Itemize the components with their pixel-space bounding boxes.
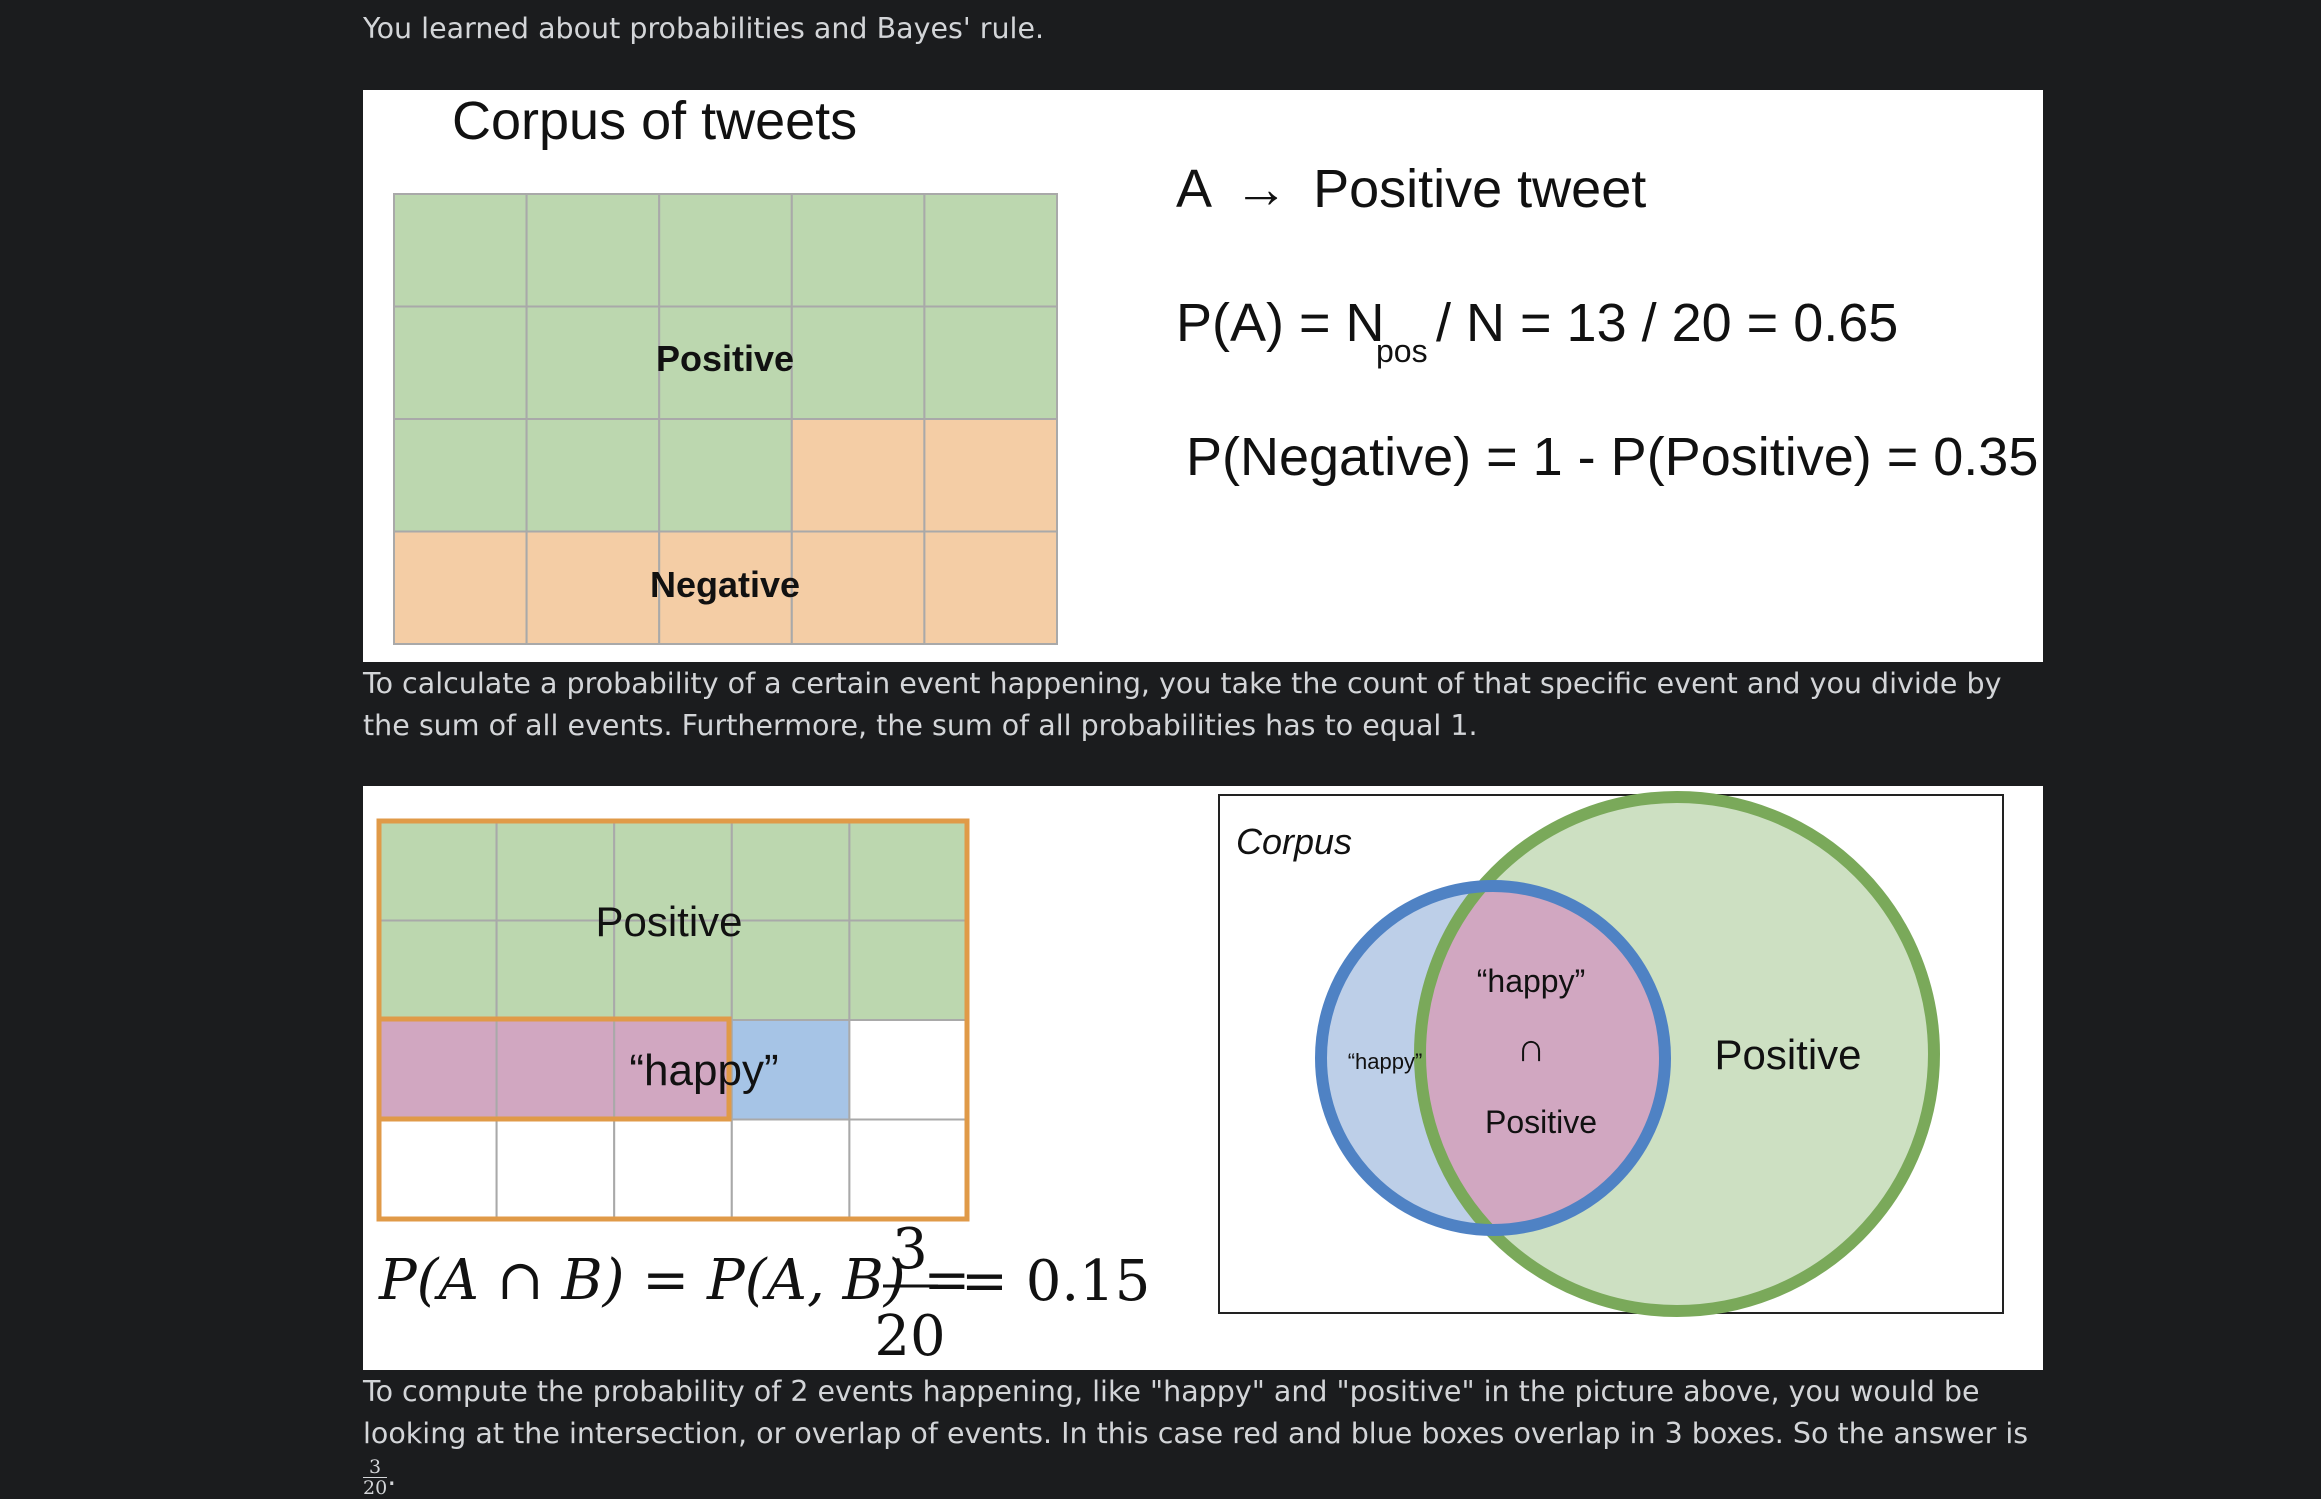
other-tweet-cell <box>378 1118 498 1220</box>
positive-tweet-cell <box>658 305 793 420</box>
negative-tweet-cell <box>790 530 926 645</box>
tweet-grid <box>393 193 1059 645</box>
positive-tweet-cell <box>495 919 616 1021</box>
joint-formula-denominator: 20 <box>874 1304 945 1369</box>
positive-tweet-cell <box>525 193 661 308</box>
venn-happy-label: “happy” <box>1477 963 1586 999</box>
corpus-probability-svg: Corpus of tweets Positive Negative A → P… <box>393 91 2038 645</box>
pa-formula-prefix: P(A) = N <box>1176 293 1385 353</box>
negative-tweet-cell <box>658 530 793 645</box>
grid2-label-happy: “happy” <box>629 1046 778 1095</box>
joint-formula-rhs: = 0.15 <box>961 1249 1150 1314</box>
pa-formula: P(A) = N <box>1176 293 1385 353</box>
event-meaning: Positive tweet <box>1313 159 1646 219</box>
venn-happy-small-label: “happy” <box>1348 1049 1423 1074</box>
venn-corpus-label: Corpus <box>1236 821 1352 862</box>
pa-formula-subscript: pos <box>1376 333 1428 369</box>
grid2-label-positive: Positive <box>595 898 742 945</box>
positive-tweet-cell <box>923 193 1059 308</box>
joint-probability-explanation: To compute the probability of 2 events h… <box>363 1371 2043 1498</box>
positive-tweet-cell <box>393 418 528 533</box>
positive-tweet-cell <box>658 418 793 533</box>
pnegative-formula: P(Negative) = 1 - P(Positive) = 0.35 <box>1186 427 2038 487</box>
negative-tweet-cell <box>393 530 528 645</box>
intro-paragraph: You learned about probabilities and Baye… <box>363 12 1045 45</box>
corpus-probability-figure: Corpus of tweets Positive Negative A → P… <box>363 90 2043 662</box>
negative-tweet-cell <box>923 530 1059 645</box>
positive-tweet-cell <box>848 820 968 922</box>
happy-ring <box>1315 880 1671 1236</box>
negative-tweet-cell <box>790 418 926 533</box>
positive-ring <box>1414 791 1940 1317</box>
grid-label-negative: Negative <box>650 564 800 605</box>
slide1-title: Corpus of tweets <box>452 91 857 151</box>
positive-tweet-cell <box>378 820 498 922</box>
positive-tweet-cell <box>658 193 793 308</box>
pa-formula-suffix: / N = 13 / 20 = 0.65 <box>1436 293 1898 353</box>
positive-tweet-cell <box>848 919 968 1021</box>
other-tweet-cell <box>848 1019 968 1121</box>
positive-tweet-cell <box>393 305 528 420</box>
joint-probability-figure: Positive “happy” P(A ∩ B) = P(A, B) = 3 … <box>363 786 2043 1370</box>
grid-label-positive: Positive <box>656 338 794 379</box>
joint-probability-svg: Positive “happy” P(A ∩ B) = P(A, B) = 3 … <box>376 791 2004 1369</box>
joint-text-after: . <box>387 1459 397 1492</box>
event-symbol: A <box>1176 159 1212 219</box>
positive-tweet-cell <box>393 193 528 308</box>
answer-fraction: 3 20 <box>363 1455 388 1499</box>
positive-tweet-cell <box>923 305 1059 420</box>
happy-positive-cell <box>378 1019 498 1121</box>
probability-explanation: To calculate a probability of a certain … <box>363 667 2002 742</box>
other-tweet-cell <box>848 1118 968 1220</box>
happy-positive-cell <box>495 1019 616 1121</box>
answer-fraction-denominator: 20 <box>363 1476 388 1499</box>
positive-tweet-cell <box>378 919 498 1021</box>
venn-positive-label: Positive <box>1714 1031 1861 1078</box>
other-tweet-cell <box>495 1118 616 1220</box>
happy-positive-grid <box>378 820 968 1220</box>
positive-tweet-cell <box>790 305 926 420</box>
answer-fraction-numerator: 3 <box>369 1455 382 1478</box>
arrow-icon: → <box>1234 159 1288 219</box>
positive-tweet-cell <box>613 820 733 922</box>
joint-text-before: To compute the probability of 2 events h… <box>363 1375 2029 1450</box>
negative-tweet-cell <box>525 530 661 645</box>
other-tweet-cell <box>730 1118 851 1220</box>
positive-tweet-cell <box>730 820 851 922</box>
positive-tweet-cell <box>730 919 851 1021</box>
positive-tweet-cell <box>790 193 926 308</box>
positive-tweet-cell <box>525 418 661 533</box>
other-tweet-cell <box>613 1118 733 1220</box>
event-definition: A → Positive tweet <box>1176 159 1646 219</box>
joint-formula-lhs: P(A ∩ B) = P(A, B) = <box>378 1248 970 1313</box>
intersection-icon: ∩ <box>1517 1026 1546 1070</box>
positive-tweet-cell <box>613 919 733 1021</box>
happy-outline <box>376 1016 732 1122</box>
negative-tweet-cell <box>923 418 1059 533</box>
positive-tweet-cell <box>525 305 661 420</box>
joint-formula-numerator: 3 <box>892 1217 928 1282</box>
venn-positive-inner-label: Positive <box>1485 1104 1597 1140</box>
